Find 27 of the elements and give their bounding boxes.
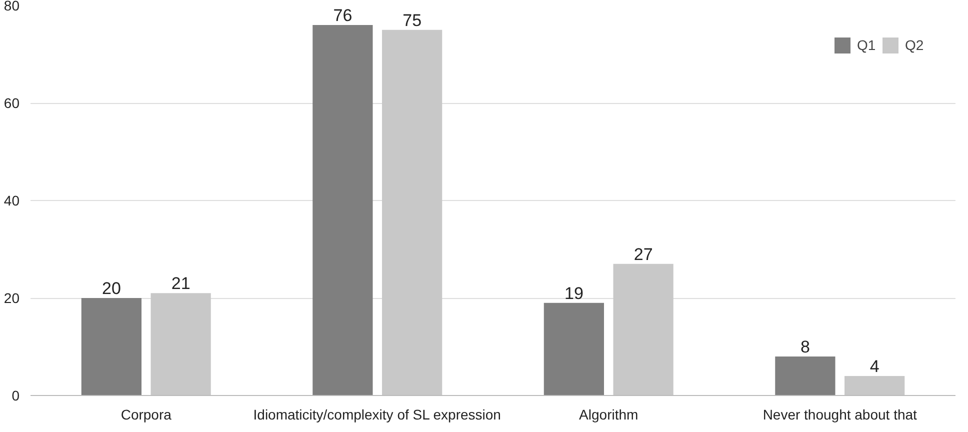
bar <box>150 293 211 396</box>
y-tick-label: 40 <box>4 192 20 208</box>
y-tick-label: 0 <box>12 388 20 404</box>
data-label: 75 <box>402 10 422 30</box>
bar <box>312 25 373 396</box>
data-label: 8 <box>800 338 810 356</box>
y-tick-label: 60 <box>4 95 20 111</box>
legend-label: Q1 <box>857 37 877 53</box>
data-label: 27 <box>634 244 653 264</box>
data-label: 76 <box>333 6 352 25</box>
bar <box>544 302 604 396</box>
data-label: 20 <box>102 279 121 298</box>
y-tick-label: 20 <box>4 290 20 306</box>
y-tick-label: 80 <box>4 0 20 14</box>
legend-label: Q2 <box>905 37 925 53</box>
data-label: 19 <box>564 284 584 303</box>
x-tick-label: Never thought about that <box>762 406 918 422</box>
bar <box>775 356 836 396</box>
data-label: 21 <box>171 274 190 294</box>
bar <box>81 298 142 396</box>
x-tick-label: Idiomaticity/complexity of SL expression <box>253 406 501 422</box>
data-label: 4 <box>870 357 880 376</box>
x-tick-label: Algorithm <box>579 406 638 422</box>
bar <box>613 264 674 396</box>
bar <box>382 30 442 396</box>
x-tick-label: Corpora <box>120 406 172 422</box>
bar <box>844 376 905 396</box>
